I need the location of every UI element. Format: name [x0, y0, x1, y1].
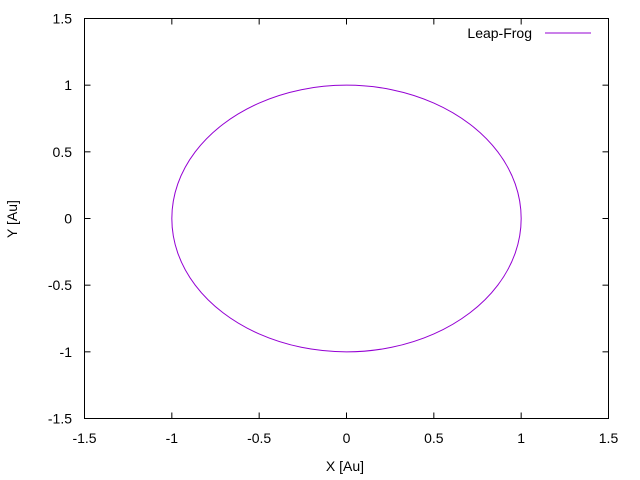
x-tick-label: 1 [517, 430, 525, 446]
y-tick-label: -0.5 [48, 277, 72, 293]
x-tick-label: -0.5 [247, 430, 271, 446]
y-tick-label: -1.5 [48, 411, 72, 427]
legend-entry-label: Leap-Frog [467, 25, 532, 41]
x-axis-label: X [Au] [326, 458, 364, 474]
y-tick-label: 1 [64, 77, 72, 93]
x-tick-label: 0.5 [424, 430, 444, 446]
series-line-leap-frog [171, 84, 522, 353]
y-tick-labels: -1.5 -1 -0.5 0 0.5 1 1.5 [48, 11, 72, 427]
y-tick-label: 0 [64, 211, 72, 227]
x-tick-label: 0 [343, 430, 351, 446]
y-axis-label: Y [Au] [4, 200, 20, 238]
x-tick-label: -1.5 [72, 430, 96, 446]
x-tick-label: -1 [166, 430, 179, 446]
series-layer [171, 84, 522, 353]
y-tick-label: 0.5 [53, 144, 73, 160]
y-tick-label: -1 [60, 344, 73, 360]
y-tick-label: 1.5 [53, 11, 73, 27]
x-tick-labels: -1.5 -1 -0.5 0 0.5 1 1.5 [72, 430, 618, 446]
plot-frame [84, 18, 609, 419]
axis-ticks [84, 18, 609, 419]
x-tick-label: 1.5 [599, 430, 619, 446]
legend: Leap-Frog [467, 25, 591, 41]
